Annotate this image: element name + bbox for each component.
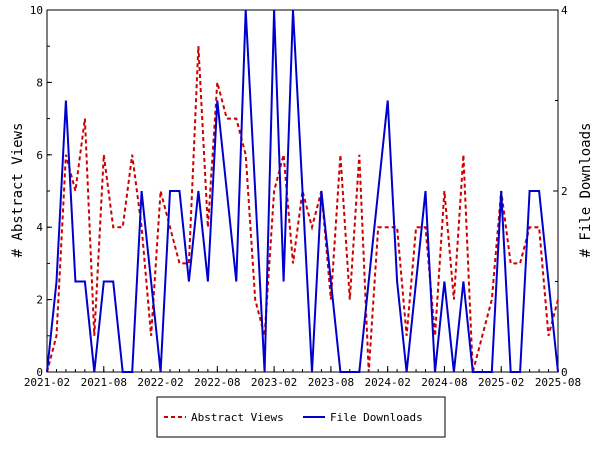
y-left-tick-label: 2 <box>36 294 43 307</box>
legend-label-file-downloads: File Downloads <box>330 411 423 424</box>
y-left-tick-label: 8 <box>36 76 43 89</box>
legend-box <box>156 396 446 438</box>
x-tick-label: 2024-08 <box>421 376 467 389</box>
y-right-tick-label: 0 <box>561 366 568 379</box>
y-left-tick-label: 6 <box>36 149 43 162</box>
series-line-abstract-views <box>46 46 559 373</box>
y-left-tick-label: 4 <box>36 221 43 234</box>
x-tick-label: 2024-02 <box>364 376 410 389</box>
y-right-axis-title: # File Downloads <box>578 123 594 258</box>
series-line-file-downloads <box>46 9 559 373</box>
ticks-layer: 2021-02 2021-08 2022-02 2022-08 2023-02 2023-… <box>24 4 581 389</box>
x-tick-label: 2025-02 <box>478 376 524 389</box>
x-tick-label: 2025-08 <box>535 376 581 389</box>
y-left-axis-title: # Abstract Views <box>10 123 26 258</box>
y-right-tick-label: 4 <box>561 4 568 17</box>
x-tick-label: 2022-08 <box>194 376 240 389</box>
legend-label-abstract-views: Abstract Views <box>191 411 284 424</box>
y-left-tick-label: 0 <box>36 366 43 379</box>
y-right-tick-label: 2 <box>561 185 568 198</box>
x-tick-label: 2021-02 <box>24 376 70 389</box>
y-left-tick-label: 10 <box>30 4 43 17</box>
legend: Abstract Views File Downloads <box>156 396 446 438</box>
x-tick-label: 2023-08 <box>308 376 354 389</box>
x-tick-label: 2021-08 <box>81 376 127 389</box>
series-layer <box>46 9 559 373</box>
x-tick-label: 2022-02 <box>137 376 183 389</box>
x-tick-label: 2023-02 <box>251 376 297 389</box>
